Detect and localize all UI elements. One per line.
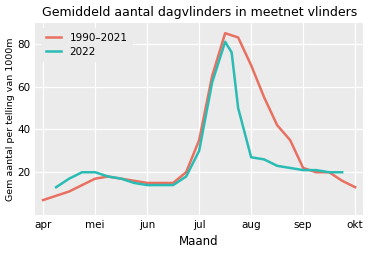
1990–2021 — [41, 199, 46, 202]
1990–2021 — [314, 171, 318, 174]
2022 — [236, 106, 240, 109]
2022 — [229, 51, 234, 54]
2022 — [340, 171, 344, 174]
2022 — [119, 177, 123, 180]
2022 — [301, 169, 305, 172]
1990–2021 — [67, 190, 71, 193]
2022 — [288, 166, 292, 169]
1990–2021 — [327, 171, 332, 174]
1990–2021 — [223, 32, 227, 35]
1990–2021 — [340, 179, 344, 182]
Y-axis label: Gem aantal per telling van 1000m: Gem aantal per telling van 1000m — [6, 37, 14, 200]
1990–2021 — [171, 181, 175, 184]
Title: Gemiddeld aantal dagvlinders in meetnet vlinders: Gemiddeld aantal dagvlinders in meetnet … — [41, 6, 357, 19]
1990–2021 — [353, 186, 357, 189]
2022 — [145, 184, 149, 187]
2022 — [54, 186, 58, 189]
1990–2021 — [119, 177, 123, 180]
1990–2021 — [197, 139, 201, 142]
1990–2021 — [236, 36, 240, 39]
2022 — [158, 184, 162, 187]
2022 — [249, 156, 253, 159]
1990–2021 — [106, 175, 110, 178]
2022 — [210, 81, 214, 84]
Legend: 1990–2021, 2022: 1990–2021, 2022 — [41, 28, 133, 62]
2022 — [132, 181, 137, 184]
1990–2021 — [93, 177, 97, 180]
1990–2021 — [301, 166, 305, 169]
2022 — [314, 169, 318, 172]
Line: 2022: 2022 — [56, 42, 342, 187]
1990–2021 — [262, 96, 266, 99]
1990–2021 — [158, 181, 162, 184]
1990–2021 — [275, 124, 279, 127]
2022 — [223, 40, 227, 43]
2022 — [275, 164, 279, 167]
1990–2021 — [288, 139, 292, 142]
2022 — [67, 177, 71, 180]
X-axis label: Maand: Maand — [179, 235, 219, 248]
1990–2021 — [132, 179, 137, 182]
1990–2021 — [249, 64, 253, 67]
2022 — [106, 175, 110, 178]
Line: 1990–2021: 1990–2021 — [43, 33, 355, 200]
1990–2021 — [54, 194, 58, 197]
1990–2021 — [145, 181, 149, 184]
2022 — [80, 171, 84, 174]
2022 — [197, 149, 201, 152]
1990–2021 — [80, 184, 84, 187]
2022 — [327, 171, 332, 174]
1990–2021 — [210, 74, 214, 77]
2022 — [184, 175, 188, 178]
1990–2021 — [184, 171, 188, 174]
2022 — [262, 158, 266, 161]
2022 — [93, 171, 97, 174]
2022 — [171, 184, 175, 187]
